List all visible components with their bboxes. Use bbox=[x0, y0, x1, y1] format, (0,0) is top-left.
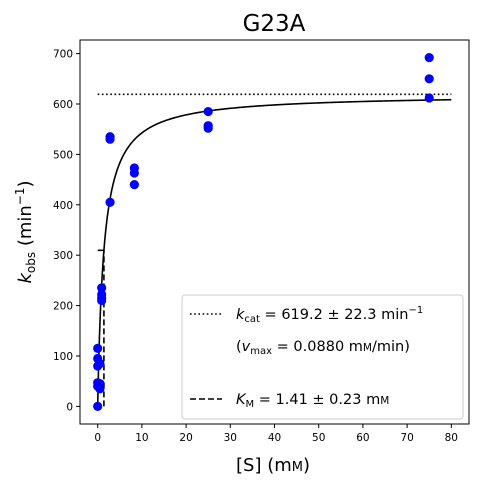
y-tick-label: 200 bbox=[53, 301, 73, 313]
legend-vmax-label: (vmax = 0.0880 mM/min) bbox=[236, 339, 410, 357]
data-point bbox=[105, 132, 115, 142]
data-point bbox=[129, 180, 139, 190]
legend-kcat-k: k bbox=[236, 307, 245, 323]
data-point bbox=[203, 121, 213, 131]
data-point bbox=[105, 197, 115, 207]
data-point bbox=[97, 283, 107, 293]
data-point bbox=[129, 163, 139, 173]
legend-km-text: = 1.41 ± 0.23 m bbox=[254, 392, 380, 408]
y-tick-label: 600 bbox=[53, 99, 73, 111]
y-tick-label: 700 bbox=[53, 49, 73, 61]
legend-vmax-open: ( bbox=[236, 339, 242, 355]
data-point bbox=[95, 379, 105, 389]
legend-vmax-sub: max bbox=[250, 346, 272, 357]
data-point bbox=[97, 289, 107, 300]
legend-vmax-close: /min) bbox=[372, 339, 410, 355]
y-axis-label-sub: obs bbox=[24, 252, 38, 273]
data-point bbox=[424, 74, 434, 84]
y-tick-label: 100 bbox=[53, 351, 73, 363]
legend-kcat-sub: cat bbox=[244, 314, 260, 325]
x-axis-label-close: ) bbox=[303, 455, 310, 476]
y-tick-label: 300 bbox=[53, 250, 73, 262]
data-point bbox=[203, 106, 213, 117]
fit-curve bbox=[96, 98, 452, 407]
y-axis-label: kobs (min−1) bbox=[13, 180, 38, 283]
legend-vmax-text: = 0.0880 m bbox=[272, 339, 363, 355]
y-axis-label-unit: (min bbox=[15, 205, 36, 246]
data-points-group bbox=[93, 53, 434, 411]
km-marker-group bbox=[97, 249, 105, 407]
data-point bbox=[95, 358, 105, 369]
data-point bbox=[424, 93, 434, 103]
legend-kcat-sup: −1 bbox=[408, 305, 423, 316]
legend-km-label: KM = 1.41 ± 0.23 mM bbox=[236, 392, 389, 410]
x-tick-label: 60 bbox=[356, 432, 369, 444]
chart-title: G23A bbox=[243, 11, 306, 37]
legend-kcat-text: = 619.2 ± 22.3 min bbox=[260, 307, 408, 323]
x-ticks-group: 0 10 20 30 40 50 60 70 80 bbox=[94, 424, 458, 444]
y-ticks-group: 0 100 200 300 400 500 600 700 bbox=[53, 49, 80, 413]
legend-km-sub: M bbox=[246, 399, 255, 410]
data-point bbox=[93, 343, 103, 354]
x-axis-label-base: [S] (m bbox=[236, 455, 292, 476]
y-tick-label: 0 bbox=[66, 401, 73, 413]
x-axis-label-unit-smallcaps: M bbox=[292, 460, 303, 475]
x-tick-label: 80 bbox=[445, 432, 458, 444]
y-axis-label-k: k bbox=[15, 272, 36, 284]
y-axis-label-sup: −1 bbox=[13, 187, 27, 205]
x-tick-label: 70 bbox=[400, 432, 413, 444]
y-axis-label-close: ) bbox=[15, 180, 36, 187]
legend-vmax-smallcaps: M bbox=[363, 342, 372, 354]
x-tick-label: 50 bbox=[312, 432, 325, 444]
legend-km-k: K bbox=[236, 392, 247, 408]
x-tick-label: 30 bbox=[224, 432, 237, 444]
legend-vmax-v: v bbox=[242, 339, 251, 355]
legend-box bbox=[181, 294, 464, 420]
x-axis-label: [S] (mM) bbox=[236, 455, 310, 476]
legend-km-smallcaps: M bbox=[380, 395, 389, 407]
fit-curve-group bbox=[96, 98, 452, 407]
y-tick-label: 500 bbox=[53, 149, 73, 161]
y-tick-label: 400 bbox=[53, 200, 73, 212]
x-tick-label: 0 bbox=[94, 432, 101, 444]
x-tick-label: 10 bbox=[135, 432, 148, 444]
legend: kcat = 619.2 ± 22.3 min−1 (vmax = 0.0880… bbox=[181, 294, 464, 420]
x-tick-label: 20 bbox=[179, 432, 192, 444]
x-tick-label: 40 bbox=[268, 432, 281, 444]
data-point bbox=[93, 401, 103, 411]
data-point bbox=[424, 53, 434, 63]
legend-kcat-label: kcat = 619.2 ± 22.3 min−1 bbox=[236, 305, 423, 325]
